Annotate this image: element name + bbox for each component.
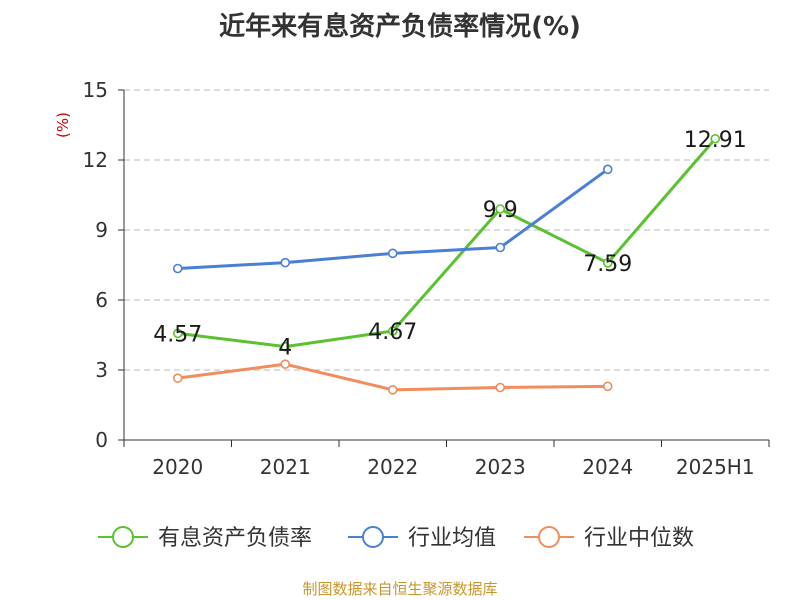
legend-label: 有息资产负债率 bbox=[158, 526, 312, 551]
data-point-series-1 bbox=[602, 258, 613, 268]
data-label: 7.59 bbox=[583, 252, 632, 277]
data-point-series-3 bbox=[495, 382, 506, 393]
data-label: 4.67 bbox=[368, 320, 417, 345]
series-line-1 bbox=[177, 137, 717, 349]
legend-marker-1 bbox=[112, 526, 134, 548]
y-tick-label: 12 bbox=[83, 148, 108, 172]
data-point-series-2 bbox=[602, 164, 613, 175]
x-tick-label: 2025H1 bbox=[676, 455, 755, 479]
data-point-series-3 bbox=[172, 373, 183, 383]
y-tick-label: 0 bbox=[95, 428, 108, 452]
data-point-series-3 bbox=[602, 381, 613, 392]
data-label: 12.91 bbox=[684, 128, 747, 153]
data-label: 9.9 bbox=[483, 198, 518, 223]
x-tick-label: 2023 bbox=[475, 455, 526, 479]
data-point-series-3 bbox=[387, 385, 398, 395]
data-point-series-3 bbox=[280, 359, 291, 369]
legend-marker-3 bbox=[538, 526, 560, 548]
data-point-series-1 bbox=[172, 328, 183, 339]
legend-label: 行业均值 bbox=[408, 526, 496, 551]
data-point-series-1 bbox=[280, 341, 291, 352]
chart-title: 近年来有息资产负债率情况(%) bbox=[219, 12, 581, 42]
y-tick-label: 6 bbox=[95, 288, 108, 312]
x-tick-label: 2024 bbox=[582, 455, 633, 479]
data-point-series-2 bbox=[387, 248, 398, 259]
x-tick-label: 2020 bbox=[152, 455, 203, 479]
data-point-series-2 bbox=[495, 242, 506, 253]
data-point-series-2 bbox=[280, 257, 291, 268]
data-label: 4 bbox=[278, 336, 292, 361]
source-note: 制图数据来自恒生聚源数据库 bbox=[302, 580, 498, 598]
y-tick-label: 15 bbox=[83, 78, 108, 102]
data-point-series-2 bbox=[172, 263, 183, 274]
x-tick-label: 2021 bbox=[260, 455, 311, 479]
legend-label: 行业中位数 bbox=[584, 526, 694, 551]
y-tick-label: 3 bbox=[95, 358, 108, 382]
y-axis-label: (%) bbox=[54, 112, 72, 138]
data-point-series-1 bbox=[495, 204, 506, 214]
data-point-series-1 bbox=[710, 133, 721, 144]
data-label: 4.57 bbox=[153, 322, 202, 347]
legend-marker-2 bbox=[362, 526, 384, 548]
y-tick-label: 9 bbox=[95, 218, 108, 242]
x-tick-label: 2022 bbox=[367, 455, 418, 479]
data-point-series-1 bbox=[387, 326, 398, 336]
